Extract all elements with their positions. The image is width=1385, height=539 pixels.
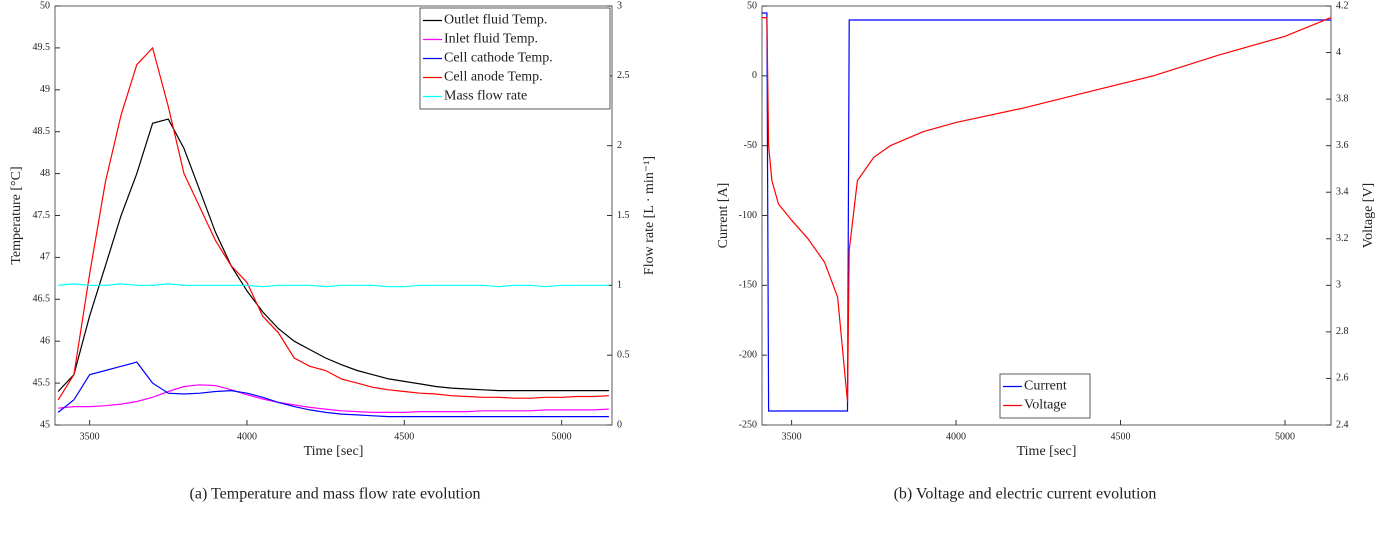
- x-tick-label: 4500: [394, 431, 414, 442]
- x-tick-label: 5000: [552, 431, 572, 442]
- y2-tick-label: 2.5: [617, 70, 630, 81]
- legend: Current Voltage: [999, 373, 1091, 419]
- y-tick-label: 48.5: [33, 126, 51, 137]
- caption: (b) Voltage and electric current evoluti…: [894, 486, 1157, 503]
- legend-box: [419, 7, 611, 110]
- series-line: [762, 12, 1331, 412]
- y-tick-label: 50: [40, 0, 50, 11]
- x-tick-label: 4500: [1111, 431, 1131, 442]
- x-tick-label: 3500: [80, 431, 100, 442]
- y-tick-label: 47.5: [33, 210, 51, 221]
- y2-tick-label: 3.8: [1336, 93, 1349, 104]
- legend-label: Current: [1024, 379, 1067, 394]
- series-line: [57, 361, 609, 418]
- legend: Outlet fluid Temp. Inlet fluid Temp. Cell …: [419, 7, 611, 110]
- x-axis-label: Time [sec]: [304, 444, 364, 459]
- y-tick-label: -200: [739, 349, 757, 360]
- y-tick-label: 48: [40, 168, 50, 179]
- y2-tick-label: 3.2: [1336, 233, 1349, 244]
- y2-axis-label: Flow rate [L · min⁻¹]: [642, 156, 657, 275]
- y-tick-label: 49: [40, 84, 50, 95]
- x-tick-label: 5000: [1275, 431, 1295, 442]
- y2-tick-label: 3.4: [1336, 187, 1349, 198]
- x-axis-label: Time [sec]: [1017, 444, 1077, 459]
- y2-tick-label: 0: [617, 419, 622, 430]
- y2-tick-label: 2: [617, 140, 622, 151]
- y2-tick-label: 2.4: [1336, 419, 1349, 430]
- y2-tick-label: 2.6: [1336, 373, 1349, 384]
- y2-tick-label: 3: [1336, 280, 1341, 291]
- caption: (a) Temperature and mass flow rate evolu…: [190, 486, 481, 503]
- y2-tick-label: 3.6: [1336, 140, 1349, 151]
- y-tick-label: 45.5: [33, 377, 51, 388]
- legend-label: Outlet fluid Temp.: [444, 13, 547, 28]
- y-tick-label: -150: [739, 280, 757, 291]
- y-tick-label: -100: [739, 210, 757, 221]
- y-axis-label: Temperature [°C]: [9, 166, 24, 264]
- y-axis-label: Current [A]: [716, 183, 731, 249]
- y2-axis-label: Voltage [V]: [1361, 183, 1376, 248]
- y-tick-label: 45: [40, 419, 50, 430]
- y-tick-label: -250: [739, 419, 757, 430]
- series-line: [762, 17, 1332, 402]
- legend-label: Voltage: [1024, 398, 1067, 413]
- y2-tick-label: 3: [617, 0, 622, 11]
- series-line: [58, 283, 609, 288]
- legend-label: Cell anode Temp.: [444, 70, 543, 85]
- series-line: [58, 384, 609, 413]
- y2-tick-label: 1.5: [617, 210, 630, 221]
- y2-tick-label: 1: [617, 280, 622, 291]
- y2-tick-label: 4: [1336, 47, 1341, 58]
- legend-label: Cell cathode Temp.: [444, 51, 553, 66]
- legend-label: Inlet fluid Temp.: [444, 32, 538, 47]
- legend-box: [999, 373, 1091, 419]
- y2-tick-label: 2.8: [1336, 326, 1349, 337]
- x-tick-label: 4000: [946, 431, 966, 442]
- y-tick-label: 49.5: [33, 42, 51, 53]
- series-line: [57, 118, 609, 392]
- y-tick-label: -50: [744, 140, 757, 151]
- series-line: [57, 46, 609, 401]
- x-tick-label: 3500: [782, 431, 802, 442]
- x-tick-label: 4000: [237, 431, 257, 442]
- y-tick-label: 47: [40, 252, 50, 263]
- y2-tick-label: 0.5: [617, 349, 630, 360]
- y-tick-label: 0: [752, 70, 757, 81]
- legend-label: Mass flow rate: [444, 89, 527, 104]
- y2-tick-label: 4.2: [1336, 0, 1349, 11]
- y-tick-label: 46: [40, 335, 50, 346]
- y-tick-label: 46.5: [33, 294, 51, 305]
- y-tick-label: 50: [747, 0, 757, 11]
